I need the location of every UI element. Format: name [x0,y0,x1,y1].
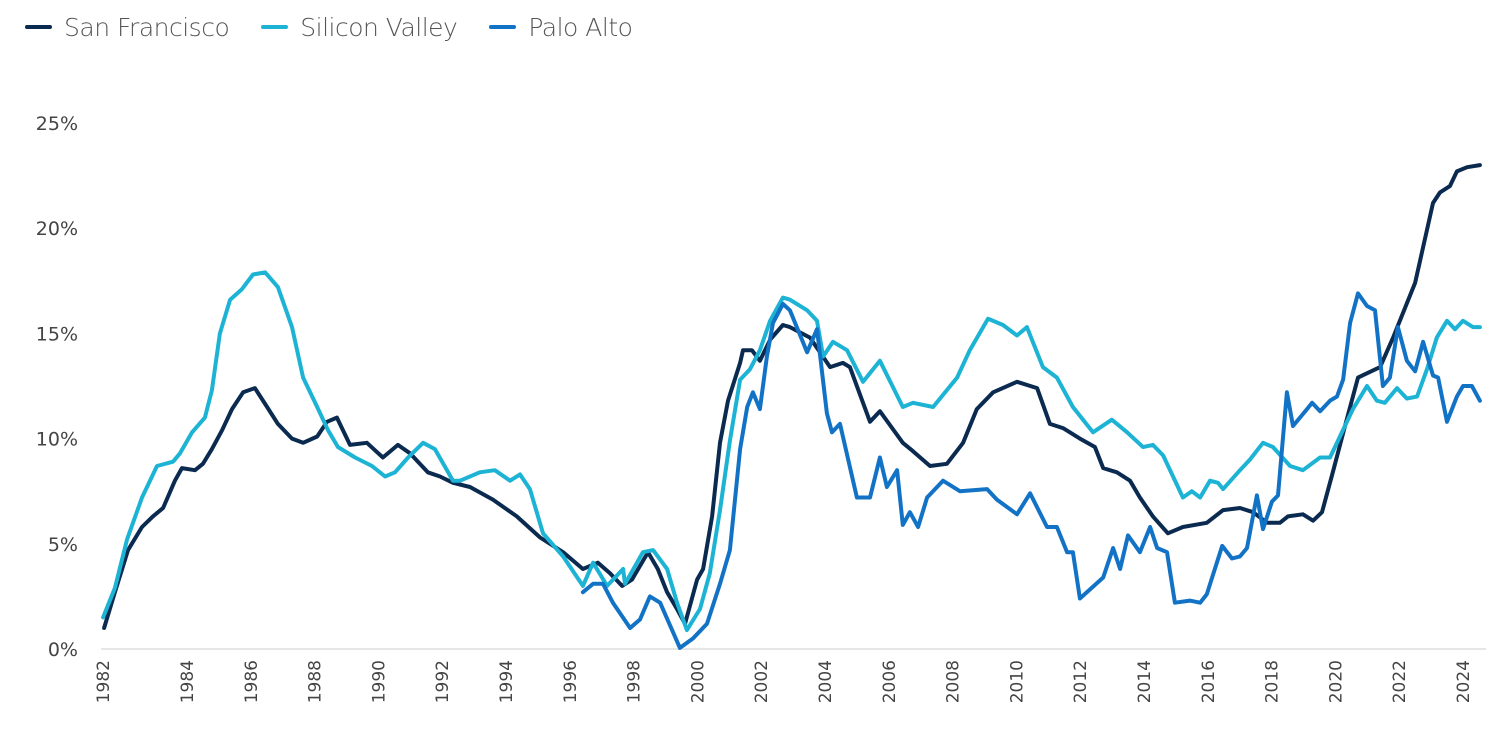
legend-item-silicon-valley: Silicon Valley [261,12,458,42]
x-tick-label: 1996 [561,660,581,703]
x-tick-label: 2012 [1071,660,1091,703]
y-tick-label: 10% [36,429,78,451]
x-tick-label: 2016 [1199,660,1219,703]
x-tick-label: 2024 [1454,660,1474,703]
x-tick-label: 2008 [944,660,964,703]
series-lines [101,163,1482,650]
y-tick-label: 20% [36,218,78,240]
legend-swatch [25,25,52,29]
series-line-palo-alto [580,291,1482,650]
x-tick-label: 1988 [306,660,326,703]
legend-swatch [261,25,289,29]
y-tick-label: 0% [48,639,78,661]
x-tick-label: 1998 [625,660,645,703]
chart-legend: San Francisco Silicon Valley Palo Alto [25,10,664,44]
x-tick-label: 1986 [242,660,262,703]
x-tick-label: 2020 [1326,660,1346,703]
series-line-silicon-valley [101,270,1482,633]
legend-label: San Francisco [64,12,230,42]
x-tick-label: 2018 [1263,660,1283,703]
x-tick-label: 1990 [369,660,389,703]
y-tick-label: 25% [36,113,78,135]
y-tick-label: 5% [48,534,78,556]
legend-item-palo-alto: Palo Alto [489,12,633,42]
x-tick-label: 1982 [94,660,114,703]
x-tick-label: 2000 [688,660,708,703]
x-tick-label: 1992 [433,660,453,703]
x-tick-label: 2002 [752,660,772,703]
x-tick-label: 2010 [1007,660,1027,703]
y-tick-label: 15% [36,323,78,345]
x-tick-label: 1984 [178,660,198,703]
x-tick-label: 2004 [816,660,836,703]
legend-label: Silicon Valley [300,12,458,42]
axes: 0% 5% 10% 15% 20% 25% 1982 1984 1986 1988 1990 1992… [36,113,1487,703]
legend-label: Palo Alto [528,12,633,42]
legend-swatch [489,25,517,29]
x-tick-label: 2006 [880,660,900,703]
x-tick-label: 1994 [497,660,517,703]
x-tick-label: 2014 [1135,660,1155,703]
x-tick-label: 2022 [1390,660,1410,703]
legend-item-san-francisco: San Francisco [25,12,230,42]
